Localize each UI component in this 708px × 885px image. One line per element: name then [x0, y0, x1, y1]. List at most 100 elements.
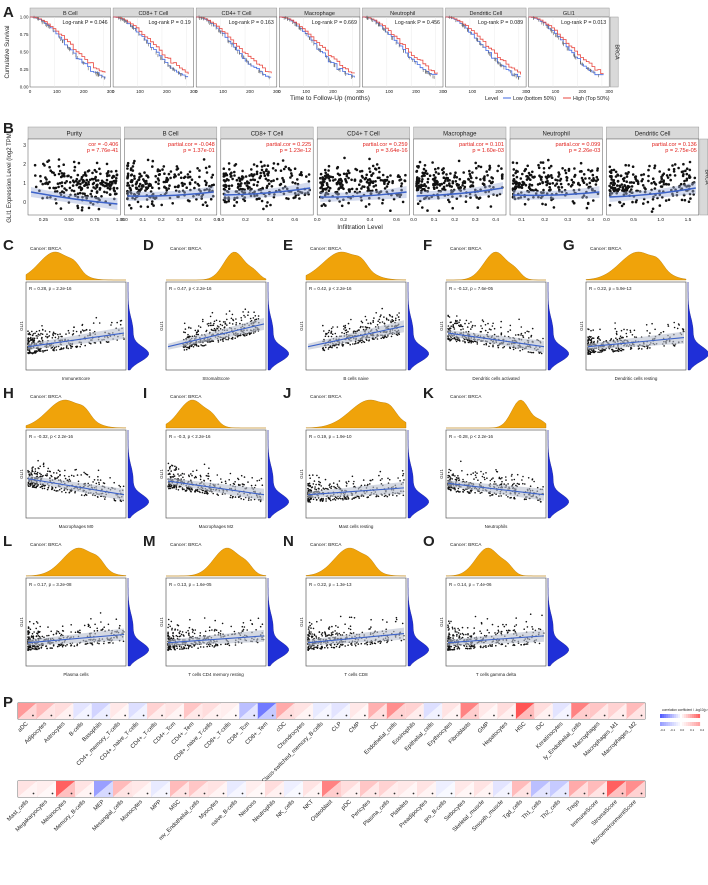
km-x-tick: 0 — [527, 89, 530, 94]
scatter-point — [495, 493, 497, 496]
timer-point — [63, 187, 66, 190]
scatter-point — [492, 477, 494, 479]
timer-point — [441, 172, 445, 175]
scatter-point — [253, 311, 255, 314]
timer-point — [426, 177, 430, 181]
timer-point — [643, 186, 646, 189]
scatter-point — [95, 316, 98, 319]
timer-point — [641, 184, 645, 187]
scatter-point — [626, 329, 628, 331]
scatter-point — [364, 315, 367, 318]
timer-point — [631, 173, 635, 176]
scatter-point — [384, 335, 387, 338]
timer-y-tick: 3 — [23, 143, 26, 149]
timer-point — [264, 194, 267, 198]
scatter-point — [450, 337, 452, 339]
timer-point — [80, 175, 84, 179]
scatter-point — [227, 338, 229, 341]
scatter-point — [72, 330, 75, 332]
scatter-side-density — [127, 282, 149, 371]
scatter-correlation-stat: R = -0.32, p < 2.2e-16 — [29, 434, 74, 439]
timer-point — [415, 177, 419, 181]
timer-point — [63, 174, 66, 178]
timer-point — [62, 191, 66, 194]
timer-point — [114, 169, 118, 173]
scatter-y-label: GLI1 — [299, 469, 304, 479]
timer-point — [427, 197, 431, 200]
scatter-point — [318, 480, 320, 483]
scatter-point — [488, 328, 491, 330]
scatter-point — [493, 327, 496, 330]
timer-point — [305, 175, 308, 178]
timer-point — [512, 178, 516, 181]
timer-point — [541, 181, 544, 185]
timer-point — [650, 182, 653, 185]
scatter-point — [625, 332, 628, 335]
scatter-point — [620, 329, 623, 332]
scatter-point — [32, 485, 34, 488]
scatter-point — [67, 329, 70, 332]
timer-point — [488, 168, 491, 171]
timer-point — [265, 168, 268, 171]
timer-point — [345, 174, 349, 178]
scatter-point — [215, 319, 218, 322]
scatter-point — [239, 484, 241, 486]
timer-point — [53, 186, 57, 190]
scatter-point — [237, 477, 239, 480]
scatter-point — [75, 468, 77, 471]
timer-point — [135, 180, 139, 184]
timer-point — [558, 173, 561, 176]
scatter-point — [378, 474, 380, 477]
km-plot-area — [29, 16, 111, 88]
km-strip-title: Neutrophil — [390, 11, 415, 17]
scatter-point — [34, 473, 36, 475]
scatter-point — [244, 335, 246, 337]
scatter-point — [500, 495, 503, 497]
panel-letter-h: H — [3, 385, 14, 402]
scatter-point — [183, 488, 185, 491]
timer-point — [54, 198, 57, 201]
scatter-point — [209, 315, 212, 318]
scatter-point — [327, 335, 330, 338]
timer-point — [129, 190, 132, 194]
km-x-tick: 300 — [605, 89, 613, 94]
scatter-point — [28, 349, 31, 352]
timer-point — [103, 184, 107, 188]
scatter-point — [589, 353, 592, 355]
timer-point — [559, 182, 563, 186]
timer-point — [284, 165, 288, 169]
scatter-point — [73, 475, 75, 477]
scatter-y-label: GLI1 — [299, 321, 304, 331]
scatter-point — [252, 332, 255, 334]
timer-point — [445, 173, 448, 176]
timer-point — [356, 191, 359, 195]
timer-point — [208, 188, 211, 191]
timer-point — [60, 172, 64, 175]
km-curve-high — [362, 16, 438, 74]
scatter-point — [662, 330, 665, 333]
timer-point — [516, 181, 519, 185]
scatter-point — [456, 338, 459, 341]
timer-point — [548, 186, 551, 189]
scatter-point — [185, 490, 187, 492]
km-y-tick: 0.00 — [20, 85, 29, 90]
timer-point — [157, 187, 161, 190]
panel-letter-d: D — [143, 237, 154, 254]
timer-point — [71, 184, 75, 187]
scatter-point — [402, 474, 404, 477]
scatter-point — [470, 490, 473, 492]
scatter-point — [41, 487, 44, 490]
scatter-point — [362, 495, 365, 497]
timer-point — [586, 201, 590, 205]
panel-letter-o: O — [423, 533, 435, 550]
scatter-point — [47, 470, 49, 473]
timer-point — [474, 194, 477, 197]
timer-point — [628, 185, 631, 189]
timer-point — [432, 182, 435, 186]
scatter-point — [453, 337, 456, 340]
timer-point — [95, 170, 98, 174]
scatter-correlation-stat: R = 0.19, p = 1.9e-10 — [309, 434, 352, 439]
timer-point — [224, 196, 227, 200]
timer-point — [416, 187, 420, 191]
